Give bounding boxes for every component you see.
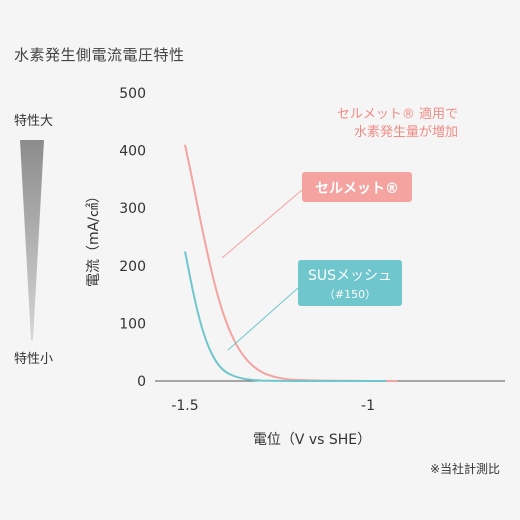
y-tick-label: 400 <box>119 144 146 160</box>
sus-callout-box <box>298 260 402 306</box>
sus-callout-sublabel: （#150） <box>324 288 376 301</box>
selmet-leader-line <box>221 189 303 259</box>
selmet-callout-box <box>302 172 412 202</box>
sus-callout-label: SUSメッシュ <box>308 268 392 284</box>
y-tick-label: 300 <box>119 201 146 217</box>
level-low-label: 特性小 <box>14 352 54 367</box>
y-tick-labels: 0 100 200 300 400 500 <box>119 86 146 390</box>
level-indicator-wedge <box>20 140 44 340</box>
annotation-line-2: 水素発生量が増加 <box>354 125 458 140</box>
annotation-line-1: セルメット® 適用で <box>337 106 458 122</box>
y-tick-label: 0 <box>137 374 146 390</box>
x-tick-labels: -1.5 -1 <box>171 398 375 414</box>
series-group <box>184 144 398 382</box>
selmet-callout-label: セルメット® <box>315 181 399 197</box>
level-high-label: 特性大 <box>14 114 54 129</box>
y-axis-label: 電流（mA/㎠） <box>86 189 102 287</box>
x-axis-label: 電位（V vs SHE） <box>253 432 371 448</box>
x-tick-label: -1 <box>361 398 375 414</box>
chart-title: 水素発生側電流電圧特性 <box>14 46 185 64</box>
sus-series-line <box>184 251 387 382</box>
y-tick-label: 100 <box>119 316 146 332</box>
sus-leader-line <box>227 287 299 351</box>
x-tick-label: -1.5 <box>171 398 198 414</box>
y-tick-label: 200 <box>119 259 146 275</box>
footnote: ※当社計測比 <box>429 462 500 476</box>
y-tick-label: 500 <box>119 86 146 102</box>
